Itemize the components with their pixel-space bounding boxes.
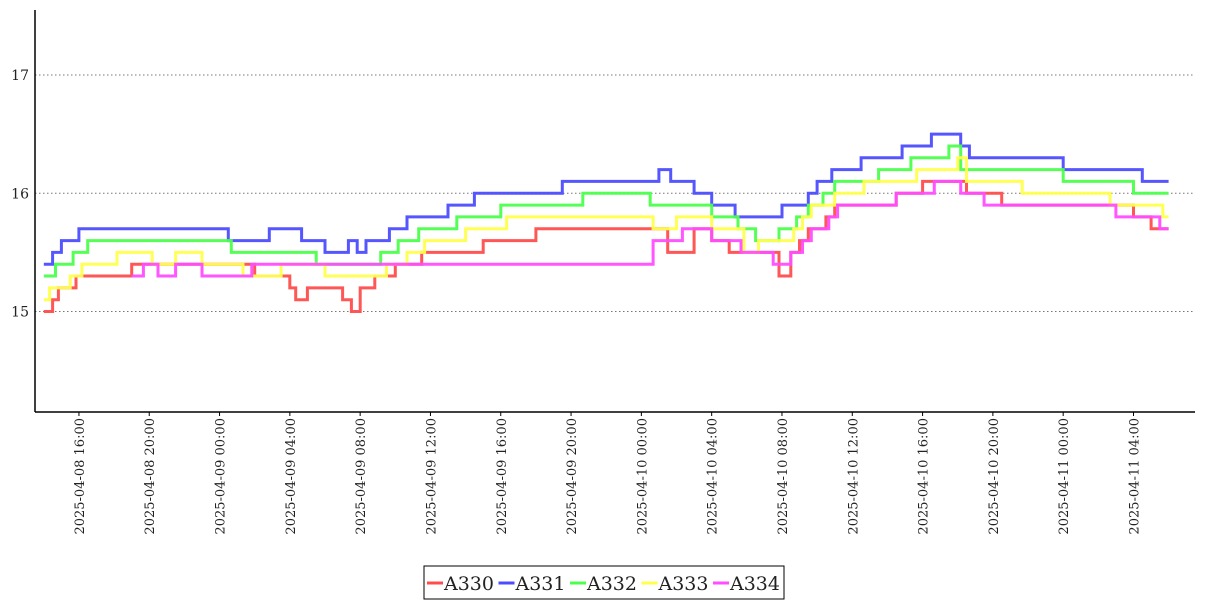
legend-label: A333: [658, 573, 709, 595]
x-tick-label: 2025-04-10 20:00: [987, 418, 1002, 535]
x-tick-label: 2025-04-09 12:00: [424, 418, 439, 535]
y-tick-labels: 15 16 17: [11, 68, 29, 320]
x-tick-label: 2025-04-10 04:00: [706, 418, 721, 535]
x-tick-label: 2025-04-10 00:00: [635, 418, 650, 535]
legend-label: A334: [729, 573, 780, 595]
x-tick-label: 2025-04-09 16:00: [495, 418, 510, 535]
x-tick-label: 2025-04-10 16:00: [917, 418, 932, 535]
legend-label: A331: [515, 573, 566, 595]
y-tick-label: 16: [11, 186, 29, 202]
series-lines: [43, 132, 1169, 313]
x-tick-label: 2025-04-11 00:00: [1057, 418, 1072, 535]
legend: A330 A331 A332 A333 A334: [423, 565, 785, 600]
x-tick-label: 2025-04-09 08:00: [354, 418, 369, 535]
x-tick-label: 2025-04-08 16:00: [73, 418, 88, 535]
series-line-a331: [43, 132, 1169, 266]
series-line-a330: [43, 179, 1169, 313]
x-tick-label: 2025-04-08 20:00: [143, 418, 158, 535]
legend-label: A330: [443, 573, 494, 595]
axes: [34, 10, 1195, 413]
y-tick-label: 17: [11, 68, 29, 84]
legend-label: A332: [586, 573, 637, 595]
x-tick-label: 2025-04-10 12:00: [846, 418, 861, 535]
x-tick-label: 2025-04-11 04:00: [1127, 418, 1142, 535]
series-line-a332: [43, 144, 1169, 278]
x-tick-label: 2025-04-10 08:00: [776, 418, 791, 535]
x-tick-label: 2025-04-09 04:00: [284, 418, 299, 535]
series-line-a334: [131, 179, 1169, 278]
series-line-a333: [43, 156, 1169, 302]
x-tick-label: 2025-04-09 00:00: [214, 418, 229, 535]
x-tick-label: 2025-04-09 20:00: [565, 418, 580, 535]
x-tick-labels: 2025-04-08 16:00 2025-04-08 20:00 2025-04-…: [73, 412, 1142, 535]
y-tick-label: 15: [11, 305, 29, 321]
